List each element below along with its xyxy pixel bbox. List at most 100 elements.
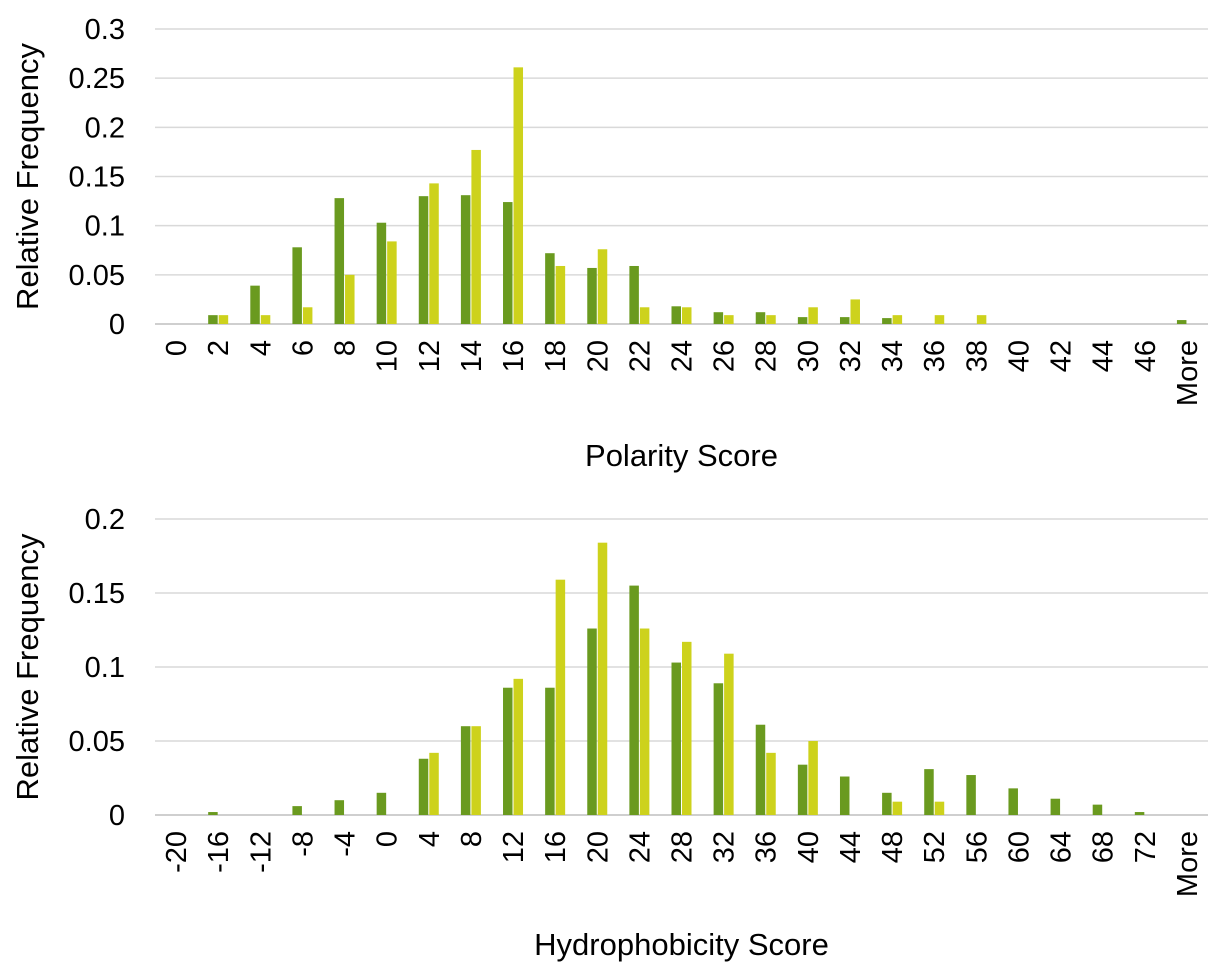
bar-series-1 — [1134, 812, 1145, 815]
bar-series-2 — [976, 315, 987, 324]
x-tick-label: 36 — [751, 831, 783, 863]
x-tick-label: 42 — [1046, 340, 1078, 372]
bar-series-2 — [724, 315, 734, 324]
bar-series-1 — [376, 792, 387, 815]
bar-series-1 — [755, 312, 766, 324]
bar-series-1 — [418, 196, 429, 324]
bar-series-1 — [460, 195, 471, 324]
x-tick-label: 48 — [877, 831, 909, 863]
x-tick-label: -16 — [203, 831, 235, 873]
x-tick-label: -12 — [245, 831, 277, 873]
bar-series-1 — [503, 202, 513, 324]
bar-series-1 — [1092, 804, 1103, 815]
bar-series-2 — [260, 315, 271, 324]
y-tick-label: 0 — [109, 800, 125, 832]
bar-series-2 — [555, 265, 566, 324]
y-tick-label: 0.05 — [69, 726, 125, 758]
bar-series-1 — [292, 247, 302, 324]
x-tick-label: 60 — [1003, 831, 1035, 863]
bar-series-1 — [460, 726, 471, 815]
bar-series-2 — [471, 726, 481, 815]
bar-series-2 — [513, 678, 524, 815]
x-tick-label: -8 — [287, 831, 319, 857]
x-tick-label: 28 — [751, 340, 783, 372]
bar-series-2 — [682, 307, 692, 324]
bar-series-2 — [892, 315, 903, 324]
x-tick-label: 0 — [372, 831, 404, 847]
bar-series-2 — [597, 249, 608, 324]
bar-series-1 — [671, 306, 681, 324]
bar-series-2 — [429, 752, 439, 815]
bar-series-1 — [545, 687, 555, 815]
x-tick-label: 24 — [624, 831, 656, 863]
y-tick-label: 0.05 — [69, 260, 125, 292]
bar-series-2 — [766, 315, 776, 324]
x-tick-label: 44 — [1088, 340, 1120, 372]
bar-series-1 — [1176, 320, 1187, 324]
x-tick-label: 38 — [961, 340, 993, 372]
bar-series-2 — [766, 752, 776, 815]
bar-series-1 — [924, 769, 934, 815]
bar-series-1 — [334, 800, 345, 815]
x-tick-label: More — [1172, 831, 1204, 897]
y-tick-label: 0.15 — [69, 162, 125, 194]
bar-series-2 — [639, 307, 650, 324]
x-tick-label: 22 — [624, 340, 656, 372]
x-tick-label: 8 — [456, 831, 488, 847]
bar-series-1 — [292, 806, 302, 815]
x-tick-label: 0 — [161, 340, 193, 356]
y-tick-label: 0.1 — [85, 652, 125, 684]
x-tick-label: 6 — [287, 340, 319, 356]
bar-series-1 — [545, 253, 555, 324]
bar-series-2 — [513, 67, 524, 324]
bar-series-1 — [334, 198, 345, 324]
y-tick-label: 0.3 — [85, 14, 125, 46]
bar-series-1 — [713, 312, 724, 324]
bar-series-2 — [302, 307, 313, 324]
bar-series-1 — [629, 585, 639, 815]
bar-series-2 — [429, 183, 439, 324]
bar-series-1 — [1050, 798, 1061, 815]
x-tick-label: 20 — [582, 831, 614, 863]
x-tick-label: 4 — [414, 831, 446, 847]
x-tick-label: 16 — [540, 831, 572, 863]
bar-series-2 — [639, 628, 650, 815]
bar-series-1 — [839, 776, 850, 815]
x-tick-label: 24 — [667, 340, 699, 372]
bar-series-1 — [250, 285, 260, 324]
x-tick-label: 68 — [1088, 831, 1120, 863]
bar-series-2 — [471, 149, 481, 324]
bar-series-1 — [755, 724, 766, 815]
bar-series-1 — [587, 267, 597, 324]
bar-series-1 — [797, 317, 808, 324]
x-tick-label: -4 — [330, 831, 362, 857]
bar-series-1 — [839, 317, 850, 324]
x-tick-label: 14 — [456, 340, 488, 372]
x-tick-label: 36 — [919, 340, 951, 372]
x-tick-label: 30 — [793, 340, 825, 372]
bar-series-2 — [934, 315, 945, 324]
bar-series-2 — [682, 641, 692, 815]
x-tick-label: 16 — [498, 340, 530, 372]
x-tick-label: 56 — [961, 831, 993, 863]
bar-series-1 — [376, 222, 387, 324]
x-tick-label: 28 — [667, 831, 699, 863]
bar-series-1 — [587, 628, 597, 815]
bar-series-1 — [797, 764, 808, 815]
bar-series-1 — [208, 812, 218, 815]
x-tick-label: 2 — [203, 340, 235, 356]
x-tick-label: 10 — [372, 340, 404, 372]
chart-1: 00.050.10.150.20.250.30 2 4 6 8 10 12 14 16 18 20 2… — [10, 14, 1208, 473]
bar-series-2 — [808, 741, 818, 815]
bar-series-1 — [208, 315, 218, 324]
x-tick-label: 52 — [919, 831, 951, 863]
bar-series-2 — [892, 801, 903, 815]
y-tick-label: 0.15 — [69, 578, 125, 610]
x-tick-label: 64 — [1046, 831, 1078, 863]
x-tick-label: 44 — [835, 831, 867, 863]
bar-series-2 — [850, 299, 860, 324]
y-tick-label: 0.2 — [85, 112, 125, 144]
bar-series-2 — [934, 801, 945, 815]
bar-series-2 — [345, 274, 355, 324]
